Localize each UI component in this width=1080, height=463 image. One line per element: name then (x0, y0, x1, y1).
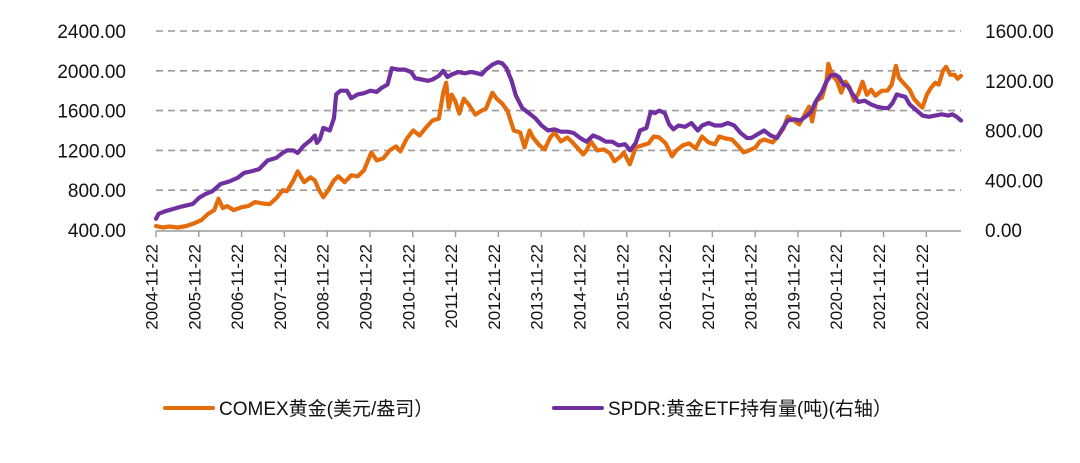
left-y-tick-label: 2000.00 (57, 62, 126, 83)
series-line-spdr-holdings (153, 60, 964, 221)
series-lines (153, 60, 964, 230)
x-tick-label: 2017-11-22 (699, 244, 718, 330)
legend-swatch-comex-gold (163, 405, 215, 410)
right-y-tick-label: 0.00 (985, 221, 1022, 242)
legend-item-spdr-holdings: SPDR:黄金ETF持有量(吨)(右轴） (552, 394, 892, 421)
left-y-tick-label: 2400.00 (57, 22, 126, 43)
left-y-tick-label: 1200.00 (57, 141, 126, 162)
x-tick-label: 2018-11-22 (742, 244, 761, 330)
right-y-tick-label: 400.00 (985, 171, 1043, 192)
x-tick-label: 2022-11-22 (913, 244, 932, 330)
legend-label-spdr-holdings: SPDR:黄金ETF持有量(吨)(右轴） (608, 399, 892, 420)
right-y-tick-label: 800.00 (985, 122, 1043, 143)
left-y-tick-label: 800.00 (68, 181, 126, 202)
left-y-tick-label: 1600.00 (57, 102, 126, 123)
x-tick-label: 2013-11-22 (528, 244, 547, 330)
right-y-tick-label: 1600.00 (985, 22, 1054, 43)
x-tick-label: 2015-11-22 (613, 244, 632, 330)
x-tick-label: 2005-11-22 (185, 244, 204, 330)
left-y-axis: 400.00 800.00 1200.00 1600.00 2000.00 2400.00 (57, 22, 126, 242)
left-y-tick-label: 400.00 (68, 221, 126, 242)
right-y-tick-label: 1200.00 (985, 72, 1054, 93)
x-tick-label: 2008-11-22 (314, 244, 333, 330)
x-tick-label: 2009-11-22 (356, 244, 375, 330)
legend-swatch-spdr-holdings (552, 405, 604, 410)
right-y-axis: 0.00 400.00 800.00 1200.00 1600.00 (985, 22, 1054, 242)
x-tick-label: 2010-11-22 (399, 244, 418, 330)
x-tick-label: 2020-11-22 (827, 244, 846, 330)
x-tick-label: 2014-11-22 (570, 244, 589, 330)
x-tick-label: 2011-11-22 (442, 244, 461, 328)
x-tick-label: 2019-11-22 (784, 244, 803, 330)
x-tick-label: 2012-11-22 (485, 244, 504, 330)
x-tick-label: 2021-11-22 (870, 244, 889, 330)
x-tick-label: 2006-11-22 (228, 244, 247, 330)
legend-item-comex-gold: COMEX黄金(美元/盎司） (163, 394, 433, 421)
legend-label-comex-gold: COMEX黄金(美元/盎司） (219, 399, 434, 420)
x-tick-label: 2016-11-22 (656, 244, 675, 330)
series-line-comex-gold (153, 61, 964, 230)
x-tick-label: 2007-11-22 (271, 244, 290, 330)
x-axis: 2004-11-22 2005-11-22 2006-11-22 2007-11-22… (143, 230, 961, 330)
x-tick-label: 2004-11-22 (143, 244, 162, 330)
gridlines (156, 30, 961, 191)
